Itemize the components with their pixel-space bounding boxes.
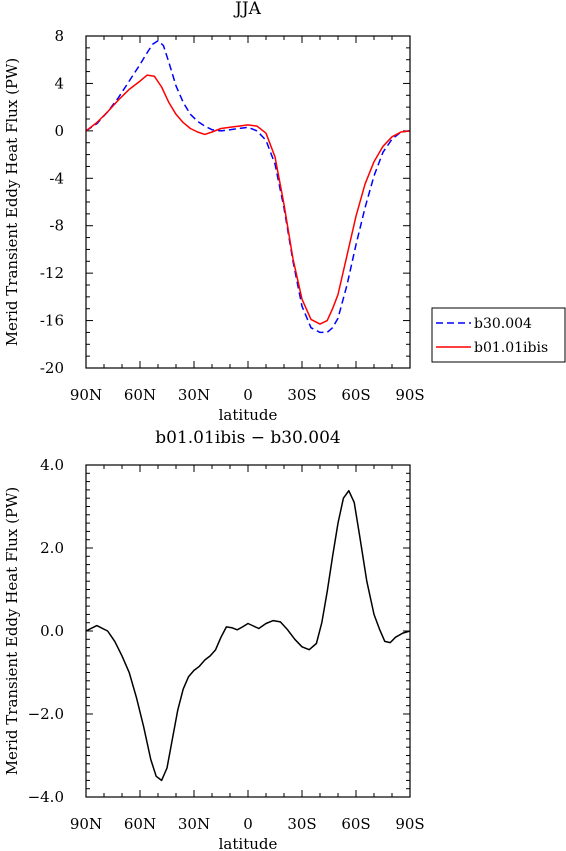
series-line-b01-01ibis: [85, 74, 411, 325]
top-y-axis-label: Merid Transient Eddy Heat Flux (PW): [3, 58, 21, 347]
bottom-panel: b01.01ibis − b30.004 Merid Transient Edd…: [3, 428, 425, 851]
x-tick-label: 90N: [70, 386, 102, 404]
y-tick-label: 8: [54, 27, 64, 45]
y-tick-label: 0: [54, 122, 64, 140]
x-tick-label: 60N: [124, 386, 156, 404]
bottom-x-tick-labels: 90N 60N 30N 0 30S 60S 90S: [70, 815, 425, 833]
bottom-y-tick-labels: 4.0 2.0 0.0 −2.0 −4.0: [28, 456, 64, 806]
x-tick-label: 30N: [178, 386, 210, 404]
x-tick-label: 90S: [395, 386, 424, 404]
bottom-series-lines: [85, 489, 411, 782]
legend-box: [431, 307, 566, 363]
bottom-axes-ticks: [85, 464, 411, 798]
x-tick-label: 60N: [124, 815, 156, 833]
y-tick-label: -8: [49, 217, 64, 235]
top-x-axis-label: latitude: [219, 406, 278, 424]
y-tick-label: 0.0: [40, 622, 64, 640]
top-chart-title: JJA: [233, 0, 262, 19]
top-x-tick-labels: 90N 60N 30N 0 30S 60S 90S: [70, 386, 425, 404]
y-tick-label: -20: [40, 359, 64, 377]
legend-label-b01-01ibis: b01.01ibis: [474, 340, 548, 356]
top-panel: JJA Merid Transient Eddy Heat Flux (PW) …: [3, 0, 566, 424]
bottom-plot-frame: [85, 464, 411, 798]
bottom-x-axis-label: latitude: [219, 835, 278, 851]
legend: b30.004 b01.01ibis: [431, 307, 566, 363]
x-tick-label: 30N: [178, 815, 210, 833]
top-y-tick-labels: 8 4 0 -4 -8 -12 -16 -20: [40, 27, 64, 377]
y-tick-label: −4.0: [28, 788, 64, 806]
y-tick-label: 4.0: [40, 456, 64, 474]
x-tick-label: 30S: [287, 815, 316, 833]
bottom-chart-title: b01.01ibis − b30.004: [155, 428, 340, 448]
series-line-b30-004: [85, 39, 411, 334]
bottom-y-axis-label: Merid Transient Eddy Heat Flux (PW): [3, 487, 21, 776]
x-tick-label: 0: [243, 815, 253, 833]
top-series-lines: [85, 39, 411, 334]
legend-label-b30-004: b30.004: [474, 316, 532, 332]
series-line-difference-0: [85, 489, 411, 782]
y-tick-label: −2.0: [28, 705, 64, 723]
y-tick-label: 2.0: [40, 539, 64, 557]
y-tick-label: -4: [49, 169, 64, 187]
y-tick-label: 4: [54, 74, 64, 92]
y-tick-label: -12: [40, 264, 64, 282]
top-plot-frame: [85, 35, 411, 369]
x-tick-label: 90N: [70, 815, 102, 833]
x-tick-label: 60S: [341, 386, 370, 404]
y-tick-label: -16: [40, 312, 64, 330]
x-tick-label: 30S: [287, 386, 316, 404]
x-tick-label: 90S: [395, 815, 424, 833]
x-tick-label: 0: [243, 386, 253, 404]
x-tick-label: 60S: [341, 815, 370, 833]
